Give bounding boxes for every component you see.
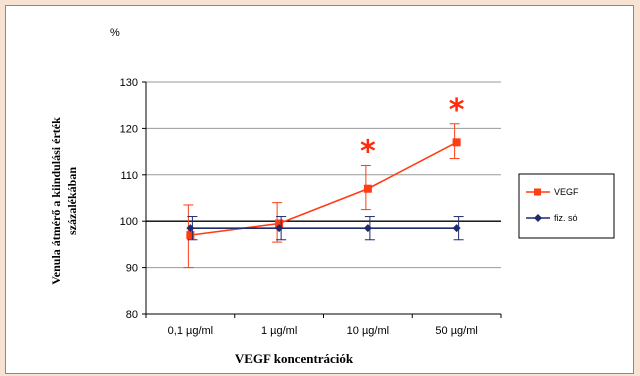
x-tick-label: 10 µg/ml: [347, 325, 389, 337]
y-tick-label: 130: [120, 77, 138, 89]
x-tick-label: 1 µg/ml: [261, 325, 297, 337]
legend-items: VEGF fiz. só: [526, 187, 579, 223]
data-point: [363, 224, 372, 233]
y-axis-title-line1: Venula átmérő a kiindulási érték: [49, 117, 63, 285]
x-tick-labels: 0,1 µg/ml 1 µg/ml 10 µg/ml 50 µg/ml: [168, 325, 478, 337]
legend: VEGF fiz. só: [518, 173, 615, 239]
series-line: [190, 141, 457, 236]
x-tick-label: 0,1 µg/ml: [168, 325, 213, 337]
gridlines: [142, 81, 502, 318]
x-axis-title: VEGF koncentrációk: [235, 351, 354, 366]
line-chart: 80 90 100 110 120 130 0,1 µg/ml 1 µg/ml 10 µg/m…: [49, 27, 615, 366]
data-point: [363, 184, 372, 193]
data-point: [186, 224, 195, 233]
significance-asterisk: *: [449, 93, 465, 128]
legend-label: fiz. só: [554, 213, 578, 223]
legend-marker: [534, 188, 541, 196]
series-fiz-so: [186, 216, 464, 241]
x-tick-label: 50 µg/ml: [435, 325, 477, 337]
y-tick-label: 110: [120, 170, 138, 182]
y-tick-label: 90: [126, 263, 138, 275]
series-vegf: [183, 123, 461, 269]
y-tick-label: 100: [120, 216, 138, 228]
series-layer: [183, 123, 464, 269]
y-axis-title-line2: százalékában: [65, 167, 79, 235]
data-point: [186, 231, 195, 240]
legend-box: [518, 173, 615, 239]
y-tick-label: 80: [126, 309, 138, 321]
data-point: [452, 224, 461, 233]
y-tick-label: 120: [120, 123, 138, 135]
legend-label: VEGF: [554, 187, 579, 197]
data-point: [275, 219, 284, 228]
figure-frame: 80 90 100 110 120 130 0,1 µg/ml 1 µg/ml 10 µg/m…: [5, 5, 634, 374]
data-point: [275, 224, 284, 233]
significance-asterisk: *: [360, 135, 376, 170]
legend-marker: [534, 214, 542, 222]
y-tick-labels: 80 90 100 110 120 130: [120, 77, 138, 321]
significance-marks: **: [360, 93, 465, 170]
data-point: [452, 138, 461, 147]
y-unit-label: %: [110, 27, 120, 39]
